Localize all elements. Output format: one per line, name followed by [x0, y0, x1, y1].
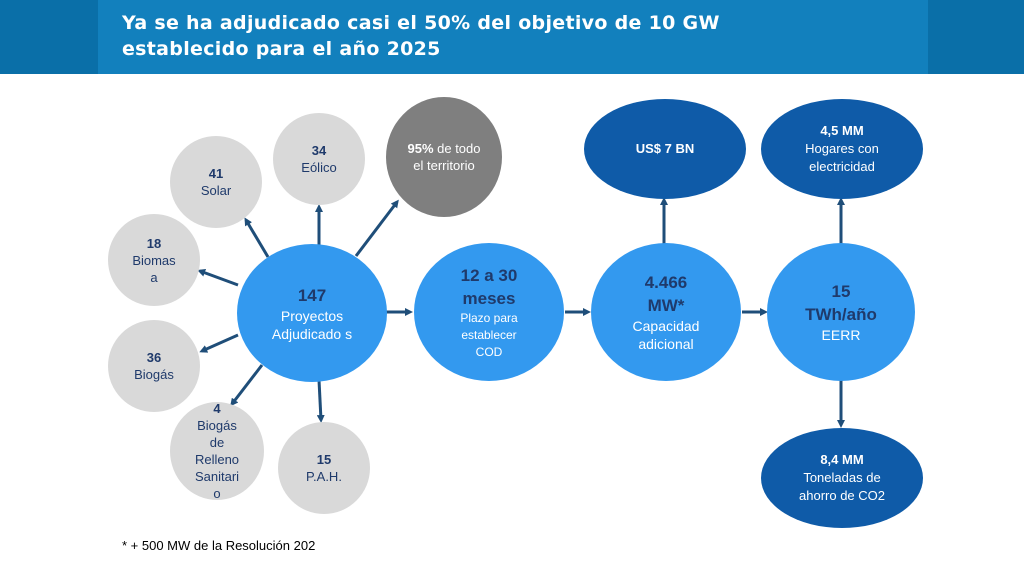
- node-eolico-value: 34: [311, 143, 327, 158]
- node-proyectos: 147 Proyectos Adjudicado s: [237, 244, 387, 382]
- node-territorio-value: 95%: [407, 141, 434, 156]
- arrow-to-biogas: [199, 333, 239, 353]
- node-solar-value: 41: [208, 166, 224, 181]
- node-plazo-label: Plazo para establecer COD: [460, 310, 518, 359]
- arrow-to-biomasa: [197, 268, 239, 287]
- node-biomasa-value: 18: [146, 235, 162, 251]
- arrow-to-territorio: [354, 199, 399, 257]
- node-hogares: 4,5 MM Hogares con electricidad: [761, 99, 923, 199]
- node-proyectos-value: 147: [297, 285, 327, 305]
- arrow-to-pah: [316, 379, 325, 423]
- node-inversion: US$ 7 BN: [584, 99, 746, 199]
- node-hogares-value: 4,5 MM: [820, 123, 864, 138]
- node-eolico-label: Eólico: [301, 160, 337, 175]
- header-panel: [98, 0, 928, 74]
- node-eerr-label: EERR: [821, 327, 861, 343]
- node-pah-value: 15: [316, 452, 332, 467]
- node-solar: 41 Solar: [170, 136, 262, 228]
- node-relleno-label: Biogás de Relleno Sanitari o: [194, 418, 240, 501]
- node-relleno-value: 4: [213, 401, 221, 416]
- node-biomasa-label: Biomas a: [132, 252, 176, 285]
- node-pah-label: P.A.H.: [306, 469, 342, 484]
- node-toneladas-label: Toneladas de ahorro de CO2: [799, 470, 885, 503]
- node-inversion-value: US$ 7 BN: [635, 141, 695, 156]
- node-plazo: 12 a 30 meses Plazo para establecer COD: [414, 243, 564, 381]
- node-eerr: 15 TWh/año EERR: [767, 243, 915, 381]
- node-solar-label: Solar: [200, 183, 232, 198]
- node-proyectos-label: Proyectos Adjudicado s: [271, 307, 353, 342]
- node-hogares-label: Hogares con electricidad: [805, 141, 879, 174]
- node-capacidad-label: Capacidad adicional: [632, 318, 700, 352]
- node-relleno: 4 Biogás de Relleno Sanitari o: [170, 401, 264, 501]
- footnote: * + 500 MW de la Resolución 202: [122, 538, 316, 553]
- node-biogas: 36 Biogás: [108, 320, 200, 412]
- node-toneladas: 8,4 MM Toneladas de ahorro de CO2: [761, 428, 923, 528]
- node-territorio: 95% de todo el territorio: [386, 97, 502, 217]
- arrow-to-relleno: [230, 364, 264, 407]
- node-toneladas-value: 8,4 MM: [820, 452, 864, 467]
- node-biogas-value: 36: [146, 350, 162, 365]
- node-plazo-value: 12 a 30 meses: [460, 265, 518, 308]
- node-territorio-text: 95% de todo el territorio: [406, 140, 482, 174]
- node-biomasa: 18 Biomas a: [108, 214, 200, 306]
- node-eerr-value: 15 TWh/año: [805, 282, 877, 324]
- node-eolico: 34 Eólico: [273, 113, 365, 205]
- slide-title: Ya se ha adjudicado casi el 50% del obje…: [122, 12, 720, 60]
- node-biogas-label: Biogás: [134, 367, 174, 382]
- node-territorio-label: de todo el territorio: [413, 141, 481, 173]
- node-pah: 15 P.A.H.: [278, 422, 370, 514]
- node-capacidad: 4.466 MW* Capacidad adicional: [591, 243, 741, 381]
- arrow-to-solar: [244, 217, 270, 258]
- node-capacidad-value: 4.466 MW*: [644, 273, 688, 315]
